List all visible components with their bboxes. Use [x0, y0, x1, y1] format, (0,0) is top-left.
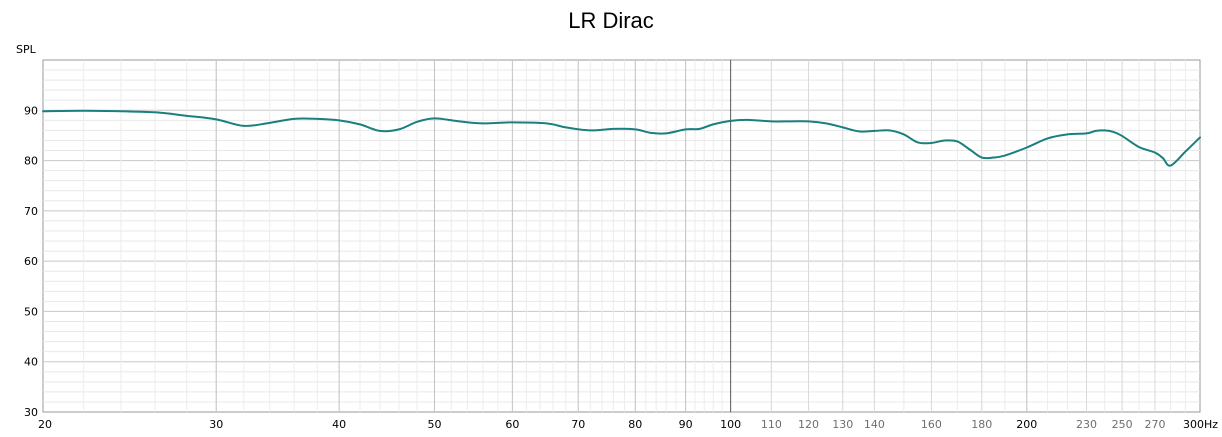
chart-title: LR Dirac — [568, 8, 654, 33]
plot-frame — [42, 59, 1201, 413]
x-tick-label: 20 — [38, 418, 52, 431]
y-tick-label: 50 — [24, 305, 38, 318]
y-tick-label: 70 — [24, 205, 38, 218]
x-tick-label: 70 — [571, 418, 585, 431]
y-tick-label: 80 — [24, 155, 38, 168]
x-tick-label: 30 — [209, 418, 223, 431]
x-tick-label: 80 — [628, 418, 642, 431]
x-tick-label: 50 — [427, 418, 441, 431]
grid — [43, 60, 1200, 412]
x-tick-label: 270 — [1144, 418, 1165, 431]
x-tick-labels: 20 30 40 50 60 70 80 90 100 110 120 130 140 160 180 200… — [38, 418, 1218, 431]
y-tick-label: 30 — [24, 406, 38, 419]
x-tick-label: 160 — [921, 418, 942, 431]
x-tick-label: 130 — [832, 418, 853, 431]
x-tick-label: 90 — [679, 418, 693, 431]
x-tick-label: 100 — [720, 418, 741, 431]
series-group — [42, 109, 1201, 167]
x-tick-label: 300Hz — [1183, 418, 1218, 431]
y-tick-label: 60 — [24, 255, 38, 268]
y-tick-label: 40 — [24, 356, 38, 369]
x-tick-label: 60 — [505, 418, 519, 431]
x-tick-label: 250 — [1112, 418, 1133, 431]
x-tick-label: 230 — [1076, 418, 1097, 431]
x-tick-label: 200 — [1016, 418, 1037, 431]
x-tick-label: 180 — [971, 418, 992, 431]
y-tick-labels: 30 40 50 60 70 80 90 — [24, 104, 38, 419]
x-tick-label: 140 — [864, 418, 885, 431]
x-tick-label: 120 — [798, 418, 819, 431]
y-tick-label: 90 — [24, 104, 38, 117]
y-axis-label: SPL — [16, 43, 37, 56]
x-tick-label: 110 — [761, 418, 782, 431]
series-line — [42, 109, 1201, 167]
x-tick-label: 40 — [332, 418, 346, 431]
